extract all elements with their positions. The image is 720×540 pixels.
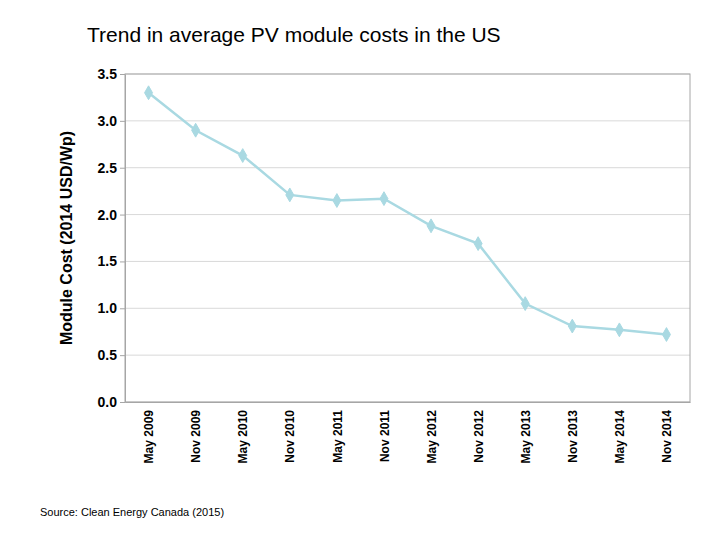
- plot-frame: [125, 74, 690, 402]
- y-tick-mark: [120, 121, 125, 122]
- x-tick-label: May 2009: [142, 410, 156, 464]
- y-tick: 3.5: [98, 66, 125, 82]
- y-tick-mark: [120, 308, 125, 309]
- y-tick-mark: [120, 355, 125, 356]
- x-tick: Nov 2014: [660, 410, 674, 463]
- y-tick-label: 2.5: [98, 160, 118, 176]
- y-tick-label: 1.5: [98, 253, 118, 269]
- grid: [125, 74, 690, 402]
- y-tick: 0.0: [98, 394, 125, 410]
- x-tick-label: Nov 2009: [189, 410, 203, 463]
- x-tick: Nov 2011: [378, 410, 392, 462]
- x-axis-line: [126, 402, 691, 403]
- grid-line: [125, 261, 690, 262]
- y-tick-label: 3.0: [98, 113, 118, 129]
- data-point: [474, 237, 482, 251]
- x-tick-label: Nov 2011: [378, 410, 392, 462]
- grid-line: [125, 355, 690, 356]
- x-tick: May 2009: [142, 410, 156, 464]
- y-tick-label: 2.0: [98, 207, 118, 223]
- data-point: [145, 86, 153, 100]
- y-tick: 2.5: [98, 160, 125, 176]
- x-tick-label: May 2010: [236, 410, 250, 464]
- grid-line: [125, 167, 690, 168]
- x-tick: May 2014: [613, 410, 627, 464]
- source: Source: Clean Energy Canada (2015): [40, 506, 224, 518]
- y-tick: 2.0: [98, 207, 125, 223]
- data-point: [427, 219, 435, 233]
- x-tick-label: May 2011: [331, 410, 345, 463]
- y-tick-label: 0.0: [98, 394, 118, 410]
- y-tick: 0.5: [98, 347, 125, 363]
- grid-line: [125, 214, 690, 215]
- plot-area: [145, 86, 671, 342]
- title: Trend in average PV module costs in the …: [87, 23, 501, 46]
- series-line: [149, 93, 667, 335]
- y-tick: 1.0: [98, 300, 125, 316]
- data-point: [615, 323, 623, 337]
- data-point: [333, 194, 341, 208]
- x-tick: Nov 2012: [472, 410, 486, 463]
- x-tick-label: Nov 2012: [472, 410, 486, 463]
- x-tick: Nov 2010: [283, 410, 297, 463]
- data-point: [239, 149, 247, 163]
- x-axis: May 2009 Nov 2009 May 2010 Nov 2010 May 2011…: [126, 403, 691, 464]
- x-tick: Nov 2013: [566, 410, 580, 463]
- data-point: [286, 188, 294, 202]
- x-tick: May 2012: [425, 410, 439, 464]
- x-tick: May 2011: [331, 410, 345, 463]
- y-tick-label: 3.5: [98, 66, 118, 82]
- x-tick: Nov 2009: [189, 410, 203, 463]
- data-point: [380, 192, 388, 206]
- y-tick-label: 0.5: [98, 347, 118, 363]
- y-axis-line: [125, 75, 126, 403]
- x-tick-label: May 2014: [613, 410, 627, 464]
- y-tick: 1.5: [98, 253, 125, 269]
- x-tick-label: Nov 2014: [660, 410, 674, 463]
- y-tick-mark: [120, 261, 125, 262]
- x-tick-label: Nov 2010: [283, 410, 297, 463]
- y-axis: 0.0 0.5 1.0 1.5 2.0 2.5 3.0 3.5: [98, 66, 126, 410]
- data-point: [192, 123, 200, 137]
- x-tick-label: Nov 2013: [566, 410, 580, 463]
- y-axis-title: Module Cost (2014 USD/Wp): [58, 131, 75, 345]
- data-point: [521, 297, 529, 311]
- y-tick-label: 1.0: [98, 300, 118, 316]
- x-tick: May 2013: [519, 410, 533, 464]
- data-point: [568, 319, 576, 333]
- y-tick-mark: [120, 402, 125, 403]
- x-tick: May 2010: [236, 410, 250, 464]
- grid-line: [125, 120, 690, 121]
- x-tick-label: May 2013: [519, 410, 533, 464]
- y-tick: 3.0: [98, 113, 125, 129]
- data-point: [662, 328, 670, 342]
- x-tick-label: May 2012: [425, 410, 439, 464]
- grid-line: [125, 308, 690, 309]
- y-tick-mark: [120, 215, 125, 216]
- chart: Trend in average PV module costs in the …: [0, 0, 720, 540]
- y-tick-mark: [120, 74, 125, 75]
- y-tick-mark: [120, 168, 125, 169]
